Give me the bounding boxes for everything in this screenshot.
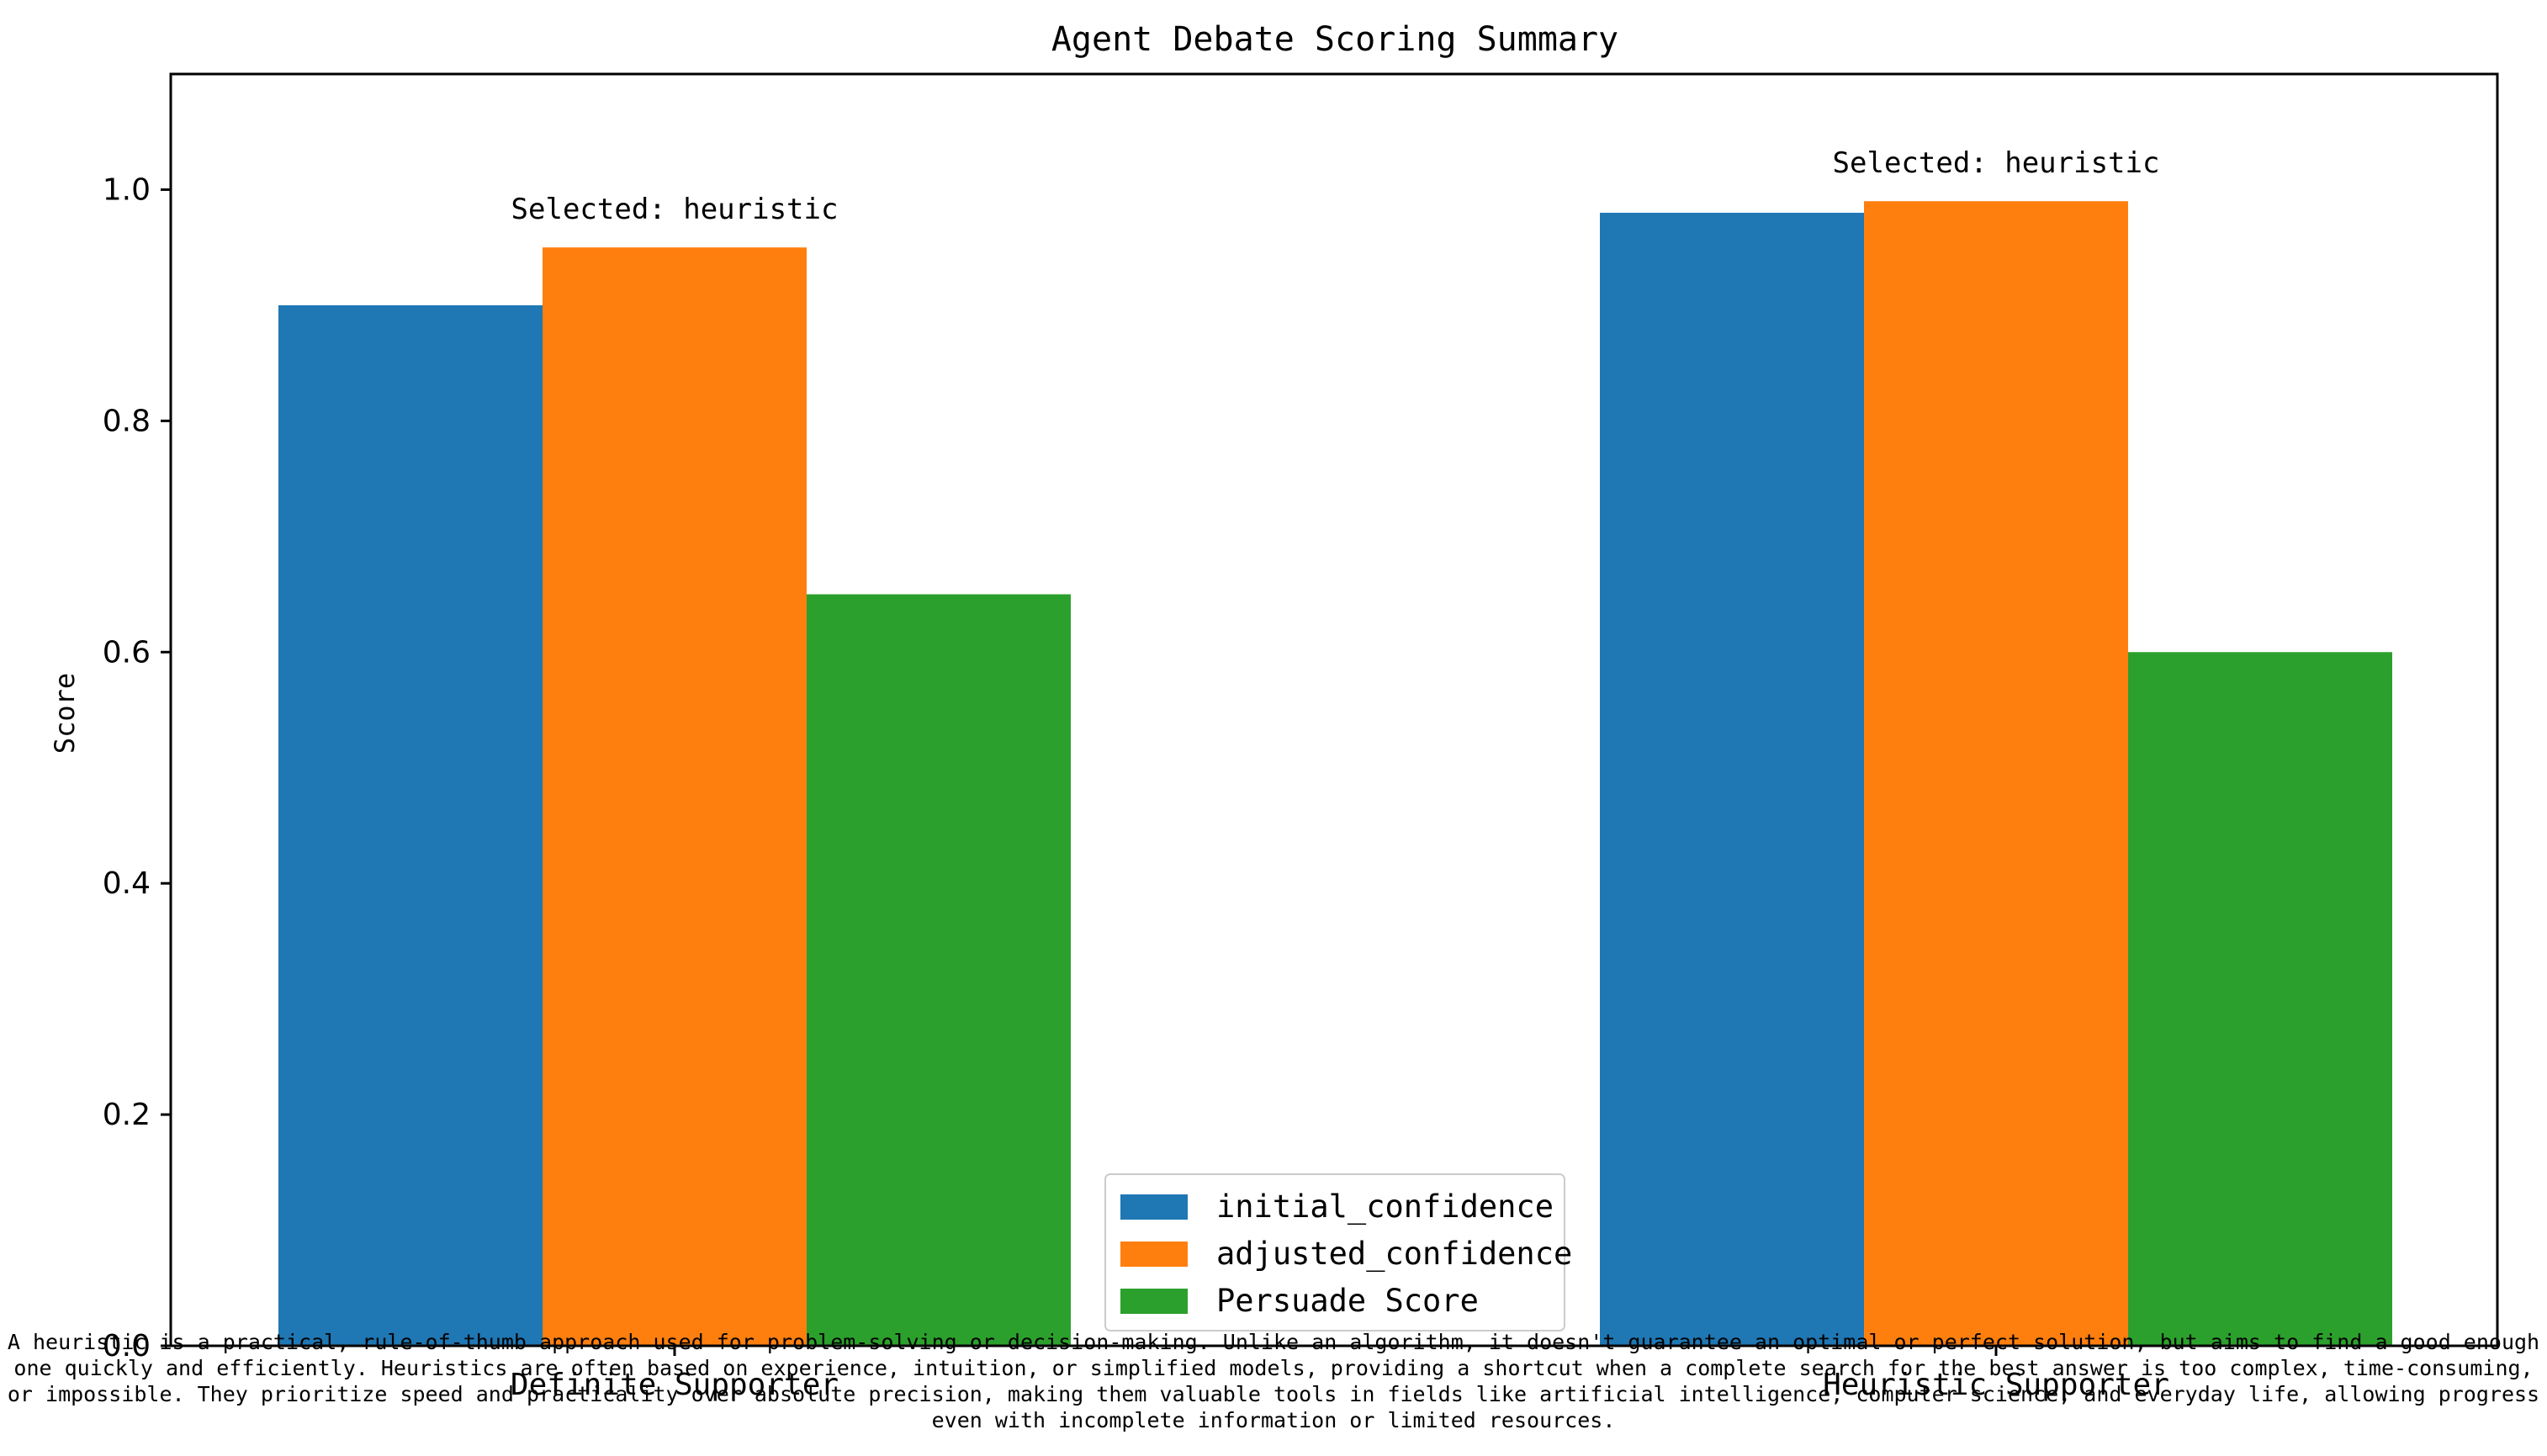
y-tick-label: 0.6 bbox=[103, 635, 151, 670]
y-axis-ticks: 0.0 0.2 0.4 0.6 0.8 1.0 bbox=[103, 172, 171, 1363]
bar-persuade-score-0 bbox=[807, 594, 1071, 1346]
chart-title: Agent Debate Scoring Summary bbox=[1051, 20, 1618, 59]
bar-adjusted-confidence-1 bbox=[1864, 201, 2128, 1347]
legend-swatch bbox=[1120, 1242, 1188, 1267]
bar-initial-confidence-1 bbox=[1600, 212, 1864, 1347]
y-axis-label: Score bbox=[49, 673, 81, 754]
legend-entry: initial_confidence bbox=[1216, 1189, 1554, 1226]
bar-adjusted-confidence-0 bbox=[543, 247, 807, 1346]
legend-box bbox=[1104, 1173, 1565, 1332]
bars-layer bbox=[278, 201, 2392, 1347]
selected-annotation: Selected: heuristic bbox=[1833, 146, 2160, 180]
bar-persuade-score-1 bbox=[2128, 652, 2392, 1346]
y-tick-label: 0.4 bbox=[103, 866, 151, 901]
y-tick-label: 0.0 bbox=[103, 1329, 151, 1363]
legend-entry: adjusted_confidence bbox=[1216, 1236, 1572, 1273]
y-tick-label: 0.2 bbox=[103, 1098, 151, 1132]
plot-area-frame bbox=[169, 72, 2499, 1347]
caption-text: A heuristic is a practical, rule-of-thum… bbox=[7, 1330, 2540, 1432]
x-tick-label: Definite Supporter bbox=[511, 1368, 839, 1402]
x-tick-label: Heuristic Supporter bbox=[1823, 1368, 2169, 1402]
legend-swatch bbox=[1120, 1194, 1188, 1220]
legend-entry: Persuade Score bbox=[1216, 1283, 1479, 1319]
x-axis-tick-labels: Definite Supporter Heuristic Supporter bbox=[511, 1346, 2169, 1402]
y-tick-label: 1.0 bbox=[103, 172, 151, 207]
legend-swatch bbox=[1120, 1289, 1188, 1314]
y-tick-label: 0.8 bbox=[103, 404, 151, 438]
legend: initial_confidence adjusted_confidence Per… bbox=[1104, 1173, 1572, 1332]
bar-annotations: Selected: heuristic Selected: heuristic bbox=[511, 146, 2160, 226]
bar-initial-confidence-0 bbox=[278, 304, 543, 1347]
selected-annotation: Selected: heuristic bbox=[511, 193, 839, 226]
